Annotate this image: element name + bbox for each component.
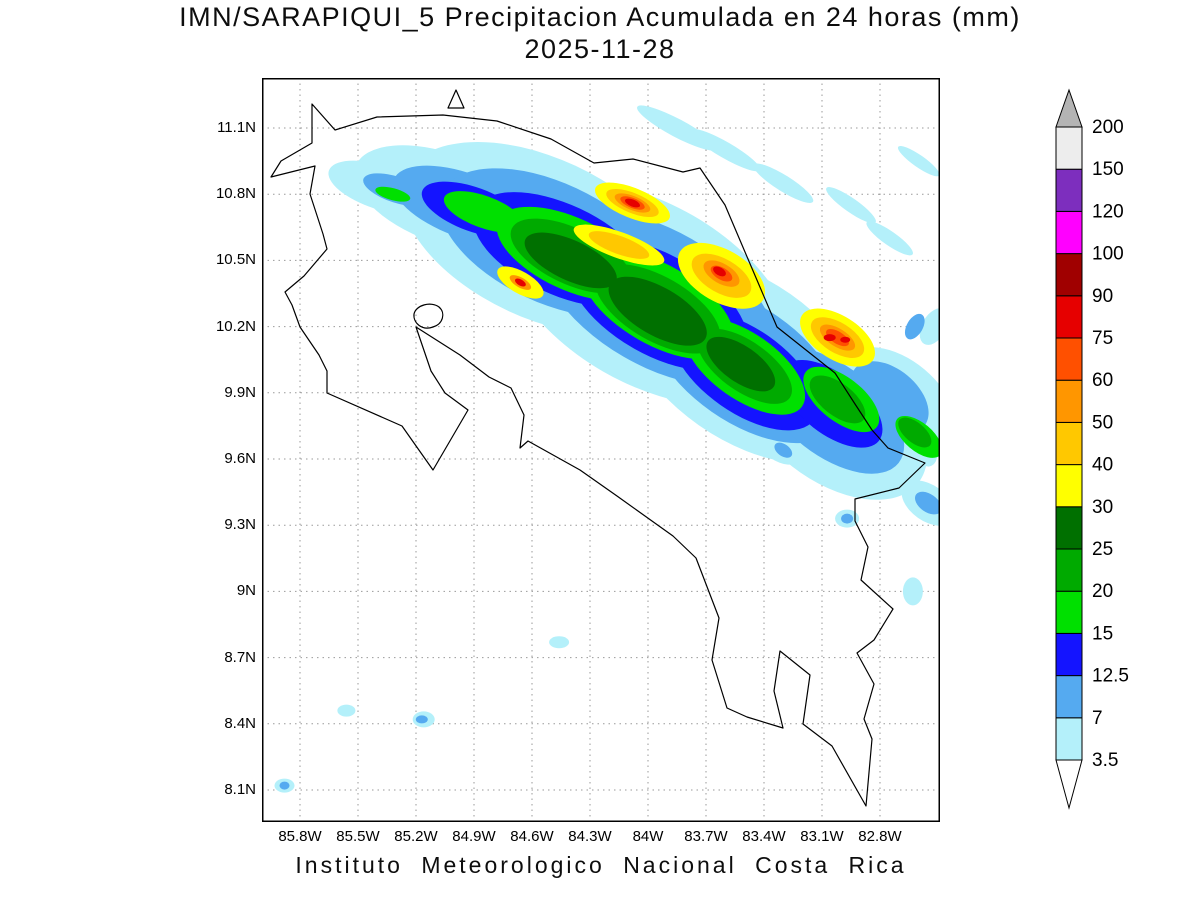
lat-tick-label: 8.7N (224, 648, 256, 666)
lon-tick-label: 85.2W (394, 828, 438, 845)
plot-title-block: IMN/SARAPIQUI_5 Precipitacion Acumulada … (0, 2, 1200, 66)
precip-cell (608, 276, 707, 346)
precip-cell (337, 704, 356, 717)
colorbar-tick-label: 60 (1092, 370, 1113, 391)
precip-cell (588, 231, 650, 259)
island-triangle (447, 89, 465, 109)
colorbar-tick-label: 25 (1092, 539, 1113, 560)
precip-cell (690, 128, 761, 172)
lat-tick-label: 8.1N (224, 781, 256, 798)
colorbar-tick-label: 120 (1092, 201, 1124, 222)
precip-cell (753, 163, 814, 203)
lat-tick-label: 9.3N (224, 516, 256, 534)
attribution-caption: Instituto Meteorologico Nacional Costa R… (295, 852, 907, 878)
colorbar-segment (1055, 632, 1083, 677)
colorbar-tick-label: 90 (1092, 286, 1113, 307)
precip-cell (914, 491, 940, 515)
lon-tick-label: 84W (632, 828, 664, 845)
colorbar-segment (1055, 590, 1083, 634)
precip-cell (415, 715, 428, 724)
precip-cell (919, 308, 940, 345)
precip-cell (866, 221, 913, 256)
precip-cell (524, 232, 617, 289)
precip-cell (774, 442, 793, 458)
precip-cell (514, 278, 526, 287)
lat-tick-label: 9.9N (224, 383, 256, 401)
colorbar-tick-label: 200 (1092, 117, 1124, 138)
lat-tick-label: 10.8N (215, 185, 256, 203)
colorbar: 3.5 7 12.5 15 20 25 30 40 50 60 75 90 100 120 150 200 (1055, 88, 1129, 810)
colorbar-tick-label: 50 (1092, 412, 1113, 433)
colorbar-segment (1055, 506, 1083, 550)
colorbar-segment (1055, 421, 1083, 466)
colorbar-tick-label: 40 (1092, 455, 1113, 476)
colorbar-segment (1055, 464, 1083, 508)
colorbar-tick-label: 75 (1092, 328, 1113, 349)
lat-tick-label: 8.4N (224, 714, 256, 732)
colorbar-segment (1055, 168, 1083, 212)
lon-tick-label: 83.7W (684, 828, 728, 845)
colorbar-tick-label: 20 (1092, 581, 1113, 602)
precip-cell (897, 145, 940, 177)
colorbar-segment (1055, 548, 1083, 592)
lat-tick-label: 10.2N (215, 317, 256, 335)
precip-layer (274, 105, 940, 793)
lat-tick-label: 10.5N (215, 251, 256, 269)
lon-tick-label: 84.3W (568, 828, 612, 845)
precip-cell (841, 513, 854, 524)
colorbar-segment (1055, 253, 1083, 297)
colorbar-segment (1055, 295, 1083, 339)
colorbar-tick-label: 3.5 (1092, 750, 1118, 771)
lat-tick-label: 9.6N (224, 450, 256, 467)
precip-cell (904, 313, 925, 340)
colorbar-tick-label: 150 (1092, 159, 1124, 180)
lon-tick-label: 85.5W (336, 828, 380, 845)
colorbar-tick-label: 12.5 (1092, 666, 1129, 687)
precip-cell (624, 198, 641, 208)
lon-tick-label: 83.1W (800, 828, 844, 845)
colorbar-tick-label: 30 (1092, 497, 1113, 518)
colorbar-segment (1055, 126, 1083, 170)
precip-cell (713, 266, 726, 277)
inland-water-body (413, 303, 444, 329)
colorbar-tick-label: 7 (1092, 708, 1103, 729)
precip-cell (549, 636, 570, 649)
precip-cell (840, 336, 851, 343)
precip-cell (279, 781, 290, 790)
lon-tick-label: 84.6W (510, 828, 554, 845)
colorbar-tick-label: 15 (1092, 623, 1113, 644)
colorbar-above-arrow (1055, 88, 1083, 128)
costa-rica-coastline (270, 103, 926, 807)
precip-cell (375, 186, 411, 202)
precip-cell (809, 375, 866, 424)
colorbar-segment (1055, 337, 1083, 381)
colorbar-segment (1055, 379, 1083, 423)
lon-tick-label: 83.4W (742, 828, 786, 845)
lon-tick-label: 82.8W (858, 828, 902, 845)
colorbar-below-arrow (1055, 759, 1083, 810)
plot-border (262, 78, 940, 822)
colorbar-segment (1055, 717, 1083, 761)
lat-tick-label: 11.1N (217, 119, 256, 136)
colorbar-segment (1055, 210, 1083, 255)
precip-cell (826, 187, 876, 224)
precip-cell (898, 417, 932, 448)
precip-cell (823, 334, 836, 342)
precip-cell (706, 336, 776, 392)
coastline-layer (270, 89, 926, 807)
plot-date: 2025-11-28 (524, 33, 676, 64)
map-plot (262, 78, 940, 822)
lon-tick-label: 85.8W (278, 828, 322, 845)
lon-tick-label: 84.9W (452, 828, 496, 845)
plot-title: IMN/SARAPIQUI_5 Precipitacion Acumulada … (179, 2, 1021, 32)
colorbar-segment (1055, 675, 1083, 719)
precip-cell (902, 577, 923, 606)
lat-tick-label: 9N (236, 582, 256, 600)
colorbar-tick-label: 100 (1092, 244, 1124, 265)
